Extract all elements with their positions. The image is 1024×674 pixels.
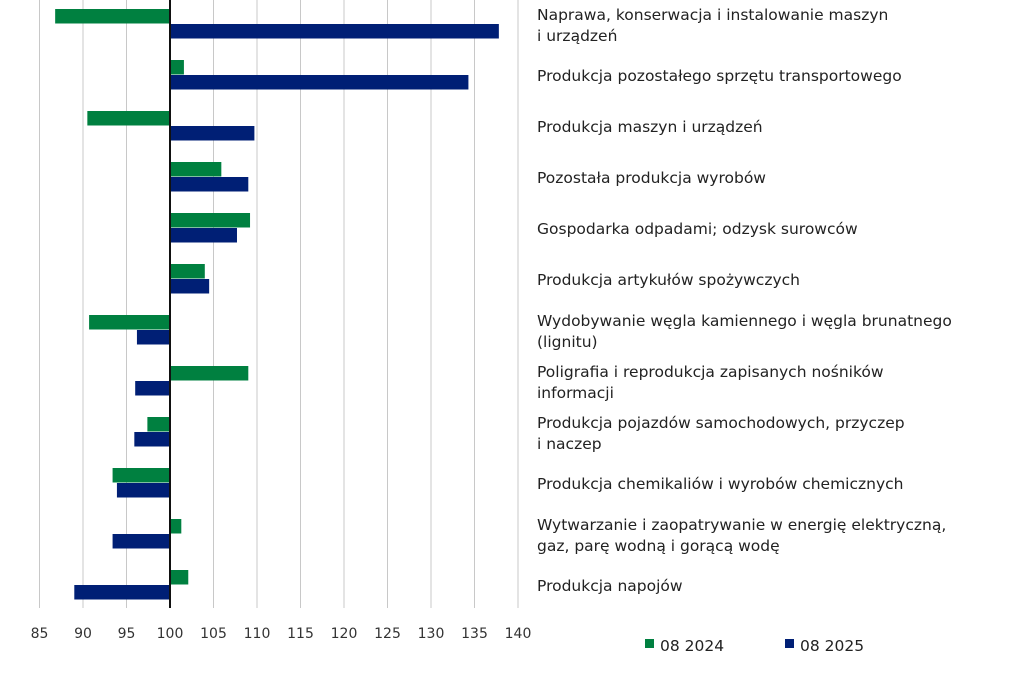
x-tick-label: 90 — [74, 626, 92, 642]
category-label: Produkcja pozostałego sprzętu transporto… — [537, 67, 902, 85]
bars — [55, 9, 499, 600]
bar-08-2025-0 — [170, 24, 499, 39]
bar-08-2025-3 — [170, 177, 249, 192]
bar-08-2025-4 — [170, 228, 237, 243]
category-label: Produkcja artykułów spożywczych — [537, 271, 800, 289]
category-label: gaz, parę wodną i gorącą wodę — [537, 537, 780, 555]
bar-08-2024-9 — [112, 468, 170, 483]
category-label: Produkcja maszyn i urządzeń — [537, 118, 763, 136]
gridlines — [39, 0, 519, 608]
category-label: Produkcja napojów — [537, 577, 683, 595]
category-label: Produkcja chemikaliów i wyrobów chemiczn… — [537, 475, 903, 493]
category-label: Gospodarka odpadami; odzysk surowców — [537, 220, 858, 238]
bar-08-2024-8 — [147, 417, 170, 432]
bar-08-2025-6 — [136, 330, 170, 345]
x-tick-label: 135 — [461, 626, 488, 642]
bar-08-2024-1 — [170, 60, 184, 75]
x-tick-label: 115 — [287, 626, 314, 642]
legend-label: 08 2025 — [800, 637, 864, 655]
x-tick-label: 130 — [418, 626, 445, 642]
bar-08-2024-10 — [170, 519, 182, 534]
x-tick-label: 110 — [244, 626, 271, 642]
bar-08-2024-11 — [170, 570, 189, 585]
bar-08-2025-9 — [116, 483, 170, 498]
bar-08-2024-2 — [87, 111, 170, 126]
x-tick-label: 140 — [505, 626, 532, 642]
bar-08-2024-6 — [89, 315, 170, 330]
bar-08-2025-2 — [170, 126, 255, 141]
legend: 08 2024 08 2025 — [645, 637, 864, 655]
category-label: Naprawa, konserwacja i instalowanie masz… — [537, 6, 888, 24]
legend-swatch — [645, 639, 654, 648]
bar-08-2025-10 — [112, 534, 170, 549]
x-tick-label: 105 — [200, 626, 227, 642]
x-tick-label: 85 — [31, 626, 49, 642]
bar-08-2024-0 — [55, 9, 170, 24]
bar-08-2025-5 — [170, 279, 210, 294]
bar-08-2025-7 — [135, 381, 170, 396]
category-label: Pozostała produkcja wyrobów — [537, 169, 766, 187]
x-tick-labels: 85 90 95 100 105 110 115 120 125 130 135 140 — [31, 626, 532, 642]
legend-swatch — [785, 639, 794, 648]
x-tick-label: 120 — [331, 626, 358, 642]
category-label: (lignitu) — [537, 333, 598, 351]
bar-08-2024-5 — [170, 264, 205, 279]
bar-08-2025-1 — [170, 75, 469, 90]
category-label: i urządzeń — [537, 27, 617, 45]
bar-08-2024-3 — [170, 162, 222, 177]
bar-08-2025-8 — [134, 432, 170, 447]
bar-08-2024-4 — [170, 213, 251, 228]
category-label: i naczep — [537, 435, 602, 453]
category-label: Produkcja pojazdów samochodowych, przycz… — [537, 414, 905, 432]
category-label: Poligrafia i reprodukcja zapisanych nośn… — [537, 363, 884, 381]
x-tick-label: 100 — [157, 626, 184, 642]
category-labels: Naprawa, konserwacja i instalowanie masz… — [537, 6, 952, 595]
category-label: informacji — [537, 384, 614, 402]
bar-08-2025-11 — [74, 585, 170, 600]
bar-08-2024-7 — [170, 366, 249, 381]
legend-label: 08 2024 — [660, 637, 724, 655]
category-label: Wytwarzanie i zaopatrywanie w energię el… — [537, 516, 946, 534]
category-label: Wydobywanie węgla kamiennego i węgla bru… — [537, 312, 952, 330]
x-tick-label: 125 — [374, 626, 401, 642]
x-tick-label: 95 — [118, 626, 136, 642]
